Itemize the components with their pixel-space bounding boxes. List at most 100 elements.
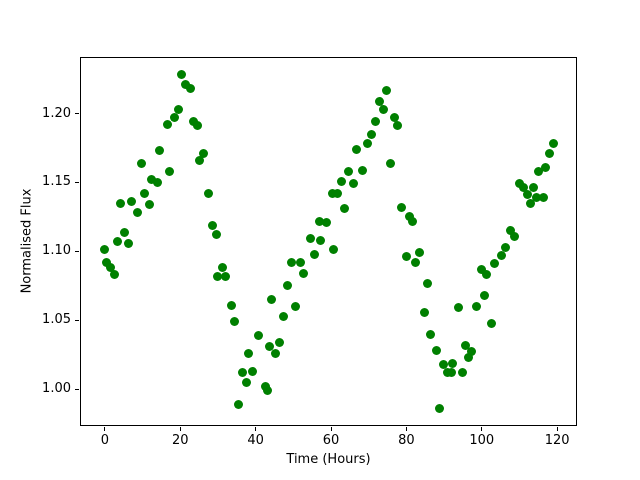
data-point [198,148,208,158]
y-tick [75,388,79,390]
data-point [389,113,399,123]
data-point [358,165,368,175]
data-point [363,139,373,149]
x-tick-label: 0 [100,433,110,448]
data-point [243,348,253,358]
data-point [274,337,284,347]
data-point [248,366,258,376]
data-point [460,340,470,350]
data-point [518,183,528,193]
data-point [322,217,332,227]
data-point [177,70,187,80]
x-tick-label: 100 [469,433,495,448]
data-point [538,193,548,203]
x-tick [179,427,181,431]
data-point [298,268,308,278]
data-point [439,359,449,369]
data-point [132,208,142,218]
data-point [109,270,119,280]
data-point [458,368,468,378]
data-point [397,202,407,212]
x-tick [104,427,106,431]
data-point [283,281,293,291]
data-point [374,96,384,106]
data-point [467,347,477,357]
data-point [124,238,134,248]
data-point [185,84,195,94]
data-point [414,248,424,258]
data-point [295,257,305,267]
data-point [476,264,486,274]
x-tick-label: 20 [172,433,189,448]
y-tick-label: 1.00 [42,381,71,397]
y-tick [75,319,79,321]
data-point [426,329,436,339]
y-tick [75,181,79,183]
data-point [287,257,297,267]
x-tick-label: 120 [544,433,570,448]
data-point [540,162,550,172]
data-point [379,104,389,114]
data-point [211,230,221,240]
data-point [113,237,123,247]
data-point [227,300,237,310]
x-tick [556,427,558,431]
x-tick-label: 60 [322,433,340,448]
data-point [305,234,315,244]
data-point [315,216,325,226]
data-point [203,188,213,198]
data-point [497,250,507,260]
data-point [432,346,442,356]
y-tick-label: 1.10 [42,243,71,259]
data-point [446,368,456,378]
data-point [454,303,464,313]
data-point [152,177,162,187]
data-point [139,188,149,198]
y-axis-label: Normalised Flux [19,188,35,294]
data-point [434,403,444,413]
data-point [106,263,116,273]
x-tick [405,427,407,431]
data-point [162,120,172,130]
data-point [510,231,520,241]
data-point [267,295,277,305]
data-point [501,242,511,252]
data-point [479,290,489,300]
data-point [548,139,558,149]
y-tick-label: 1.15 [42,174,71,190]
data-point [344,166,354,176]
data-point [278,311,288,321]
data-point [315,235,325,245]
data-point [526,198,536,208]
data-point [490,259,500,269]
data-point [102,257,112,267]
y-tick-label: 1.20 [42,105,71,121]
data-point [310,249,320,259]
data-point [264,341,274,351]
data-point [221,271,230,281]
x-tick [255,427,257,431]
data-point [120,227,130,237]
data-point [233,399,243,409]
data-point [146,175,156,185]
data-point [116,198,126,208]
data-point [411,257,421,267]
data-point [207,220,217,230]
data-point [423,278,432,288]
data-point [401,252,411,262]
data-point [100,245,110,255]
data-point [242,377,252,387]
y-tick [75,250,79,252]
data-point [327,188,337,198]
plot-area [80,57,577,426]
x-tick [330,427,332,431]
data-point [136,158,146,168]
data-point [213,271,223,281]
data-point [188,117,198,127]
data-point [472,301,482,311]
data-point [262,386,272,396]
data-point [408,216,418,226]
data-point [193,121,203,131]
data-point [528,183,538,193]
